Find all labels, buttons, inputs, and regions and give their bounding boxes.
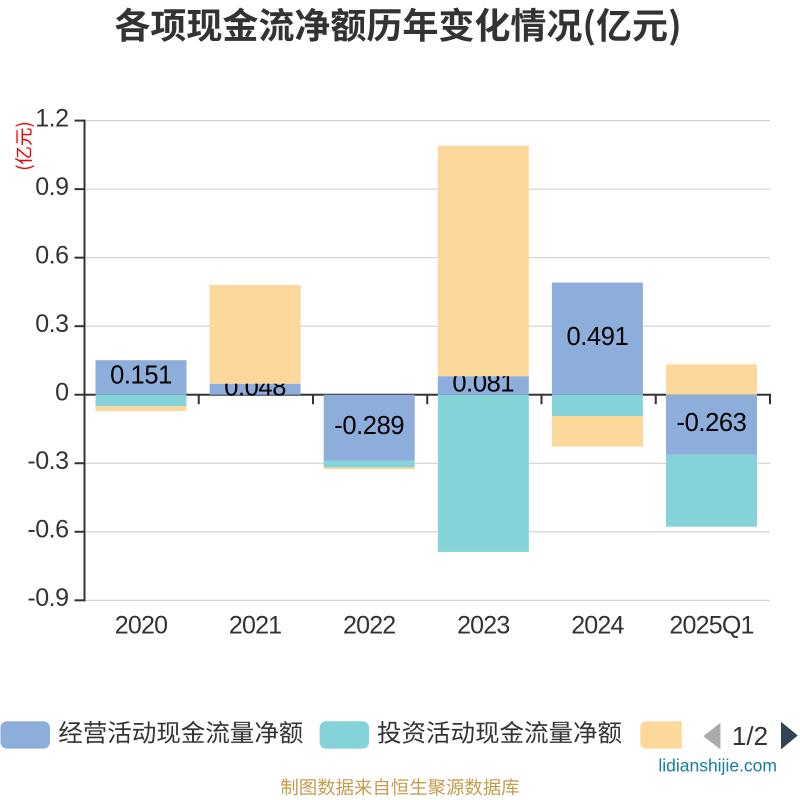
- svg-text:-0.289: -0.289: [334, 412, 404, 440]
- svg-text:2023: 2023: [457, 612, 509, 640]
- svg-text:1.2: 1.2: [35, 104, 68, 132]
- svg-text:0.6: 0.6: [35, 242, 68, 270]
- svg-text:0: 0: [55, 379, 68, 407]
- svg-text:0.151: 0.151: [110, 362, 172, 390]
- svg-text:1/2: 1/2: [732, 721, 768, 751]
- svg-text:2025Q1: 2025Q1: [669, 612, 753, 640]
- svg-text:2020: 2020: [115, 612, 167, 640]
- svg-text:0.9: 0.9: [35, 173, 68, 201]
- svg-text:-0.6: -0.6: [27, 516, 68, 544]
- svg-text:0.491: 0.491: [566, 323, 628, 351]
- svg-text:0.3: 0.3: [35, 310, 68, 338]
- svg-text:2021: 2021: [229, 612, 281, 640]
- svg-text:-0.3: -0.3: [27, 447, 68, 475]
- svg-text:2022: 2022: [343, 612, 395, 640]
- svg-text:-0.263: -0.263: [677, 409, 747, 437]
- svg-text:-0.9: -0.9: [27, 584, 68, 612]
- svg-text:lidianshijie.com: lidianshijie.com: [658, 756, 777, 776]
- svg-text:2024: 2024: [571, 612, 624, 640]
